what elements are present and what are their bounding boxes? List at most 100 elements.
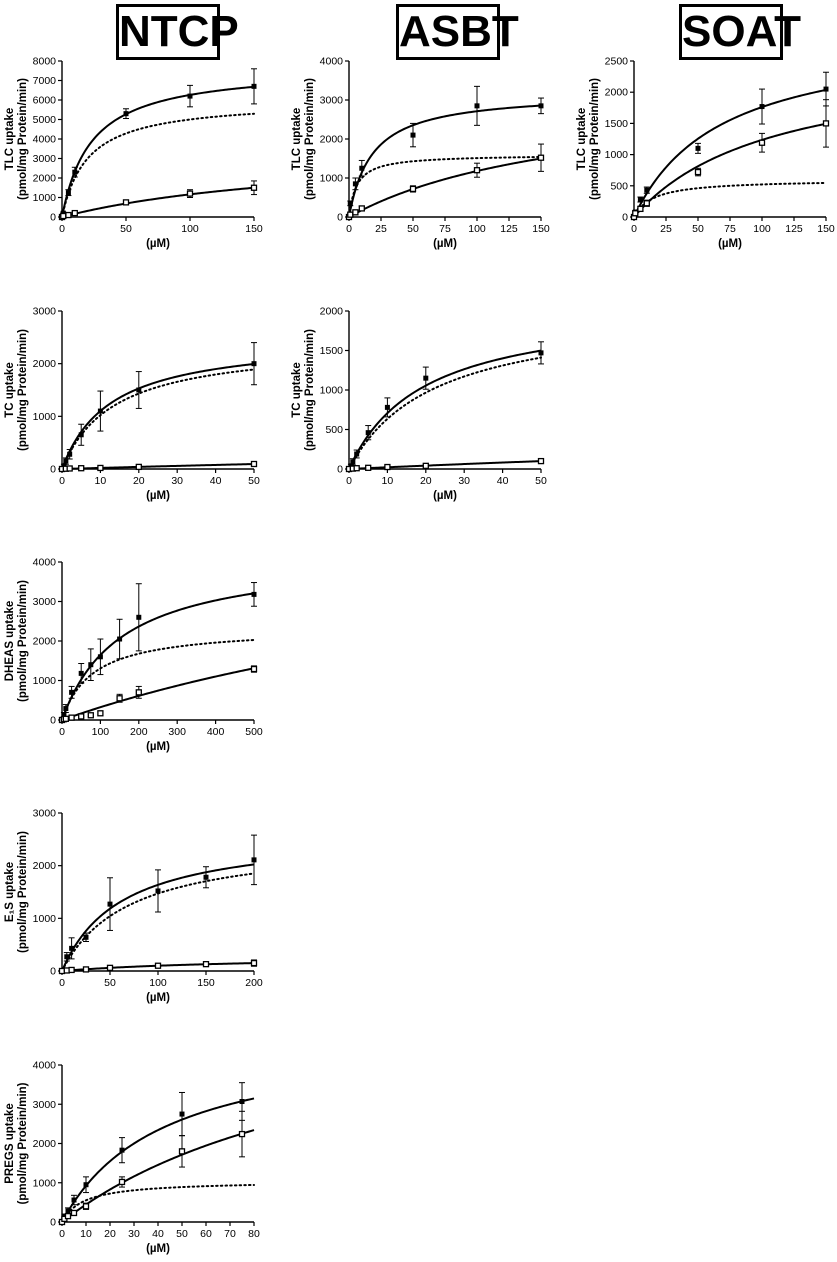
data-point-open xyxy=(758,139,766,146)
x-tick-label: 0 xyxy=(346,475,352,487)
data-point-open xyxy=(358,205,365,212)
data-point-open xyxy=(71,209,78,217)
data-point-open xyxy=(473,167,481,174)
x-tick-label: 0 xyxy=(59,475,65,487)
y-tick-label: 0 xyxy=(622,212,628,224)
fit-curve-filled xyxy=(348,349,542,470)
data-point-filled xyxy=(63,458,69,464)
x-tick-label: 40 xyxy=(210,475,222,487)
y-tick-label: 4000 xyxy=(33,1060,57,1072)
y-tick-label: 2000 xyxy=(320,306,344,318)
x-tick-label: 500 xyxy=(245,726,263,738)
x-tick-label: 100 xyxy=(149,977,167,989)
data-point-open xyxy=(106,964,114,971)
x-tick-label: 100 xyxy=(753,223,771,235)
data-point-filled xyxy=(61,712,67,718)
data-point-open xyxy=(87,712,94,719)
fit-curve-dotted xyxy=(348,156,542,218)
x-tick-label: 50 xyxy=(248,475,260,487)
y-tick-label: 500 xyxy=(325,424,343,436)
fit-curve-open xyxy=(633,122,827,218)
y-axis-label: PREGS uptake xyxy=(4,1103,16,1184)
y-axis-label: TC uptake xyxy=(291,362,303,418)
y-axis-unit-label: (pmol/mg Protein/min) xyxy=(17,78,29,200)
x-tick-label: 80 xyxy=(248,1228,260,1240)
x-axis-label: (µM) xyxy=(146,490,170,502)
x-tick-label: 0 xyxy=(346,223,352,235)
y-tick-label: 1000 xyxy=(33,1177,57,1189)
x-tick-label: 100 xyxy=(181,223,199,235)
y-axis-unit-label: (pmol/mg Protein/min) xyxy=(304,329,316,451)
data-point-open xyxy=(637,205,644,213)
data-point-open xyxy=(122,199,130,206)
x-tick-label: 125 xyxy=(785,223,803,235)
data-point-filled xyxy=(538,350,544,356)
column-title-soat: SOAT xyxy=(679,4,801,60)
fit-curve-open xyxy=(61,1129,255,1223)
x-axis-label: (µM) xyxy=(146,741,170,753)
y-tick-label: 0 xyxy=(50,715,56,727)
data-point-open xyxy=(694,168,702,176)
data-point-filled xyxy=(117,636,123,642)
chart-3: 0 500 1000 1500 2000 2500 0 25 50 75 100 125 150 (µM)… xyxy=(576,56,835,251)
x-tick-label: 0 xyxy=(631,223,637,235)
fit-curve-filled xyxy=(61,363,255,470)
data-point-open xyxy=(78,713,85,720)
y-tick-label: 2500 xyxy=(605,56,629,68)
x-tick-label: 60 xyxy=(200,1228,212,1240)
y-axis-label: TLC uptake xyxy=(4,108,16,171)
y-tick-label: 0 xyxy=(50,966,56,978)
data-point-filled xyxy=(88,662,94,668)
x-tick-label: 50 xyxy=(692,223,704,235)
data-point-filled xyxy=(538,103,544,109)
data-point-filled xyxy=(203,874,209,880)
data-point-open xyxy=(78,465,85,472)
y-tick-label: 3000 xyxy=(33,1099,57,1111)
y-tick-label: 1000 xyxy=(320,385,344,397)
x-tick-label: 400 xyxy=(207,726,225,738)
chart-2: 0 1000 2000 3000 4000 0 25 50 75 100 125 150 (µM) TLC… xyxy=(291,56,550,251)
data-point-filled xyxy=(354,451,360,457)
fit-curve-open xyxy=(61,186,255,218)
data-point-open xyxy=(186,190,194,197)
x-tick-label: 20 xyxy=(104,1228,116,1240)
data-point-filled xyxy=(83,934,89,940)
chart-8: 0 1000 2000 3000 4000 0 10 20 30 40 50 60 70 80 (µM) PR… xyxy=(4,1060,260,1256)
y-axis-label: E₁S uptake xyxy=(4,862,16,922)
data-point-filled xyxy=(78,432,84,438)
x-tick-label: 30 xyxy=(128,1228,140,1240)
x-tick-label: 150 xyxy=(245,223,263,235)
column-title-asbt: ASBT xyxy=(396,4,519,60)
y-axis-label: TLC uptake xyxy=(291,108,303,171)
fit-curve-filled xyxy=(348,104,542,218)
y-tick-label: 8000 xyxy=(33,56,57,68)
x-tick-label: 25 xyxy=(375,223,387,235)
data-point-filled xyxy=(365,430,371,436)
y-axis-label: DHEAS uptake xyxy=(4,601,16,682)
column-title-ntcp: NTCP xyxy=(116,4,239,60)
data-point-filled xyxy=(759,104,765,110)
x-axis-label: (µM) xyxy=(146,992,170,1004)
data-point-filled xyxy=(251,857,257,863)
data-point-open xyxy=(250,184,258,191)
data-point-open xyxy=(250,460,258,468)
y-tick-label: 2000 xyxy=(33,1138,57,1150)
data-point-open xyxy=(135,463,142,471)
data-point-open xyxy=(97,464,104,472)
fit-curve-dotted xyxy=(61,112,255,218)
y-tick-label: 3000 xyxy=(33,808,57,820)
data-point-filled xyxy=(350,459,356,465)
fit-curve-filled xyxy=(61,85,255,218)
fit-curve-filled xyxy=(61,592,255,721)
x-axis-label: (µM) xyxy=(146,1243,170,1255)
data-point-filled xyxy=(347,200,353,206)
data-point-open xyxy=(62,715,69,722)
data-point-open xyxy=(384,463,391,471)
data-point-filled xyxy=(69,945,75,951)
y-tick-label: 0 xyxy=(50,464,56,476)
data-point-filled xyxy=(823,86,829,92)
x-axis-label: (µM) xyxy=(146,238,170,250)
y-tick-label: 0 xyxy=(337,464,343,476)
data-point-filled xyxy=(78,670,84,676)
data-point-filled xyxy=(119,1147,125,1153)
